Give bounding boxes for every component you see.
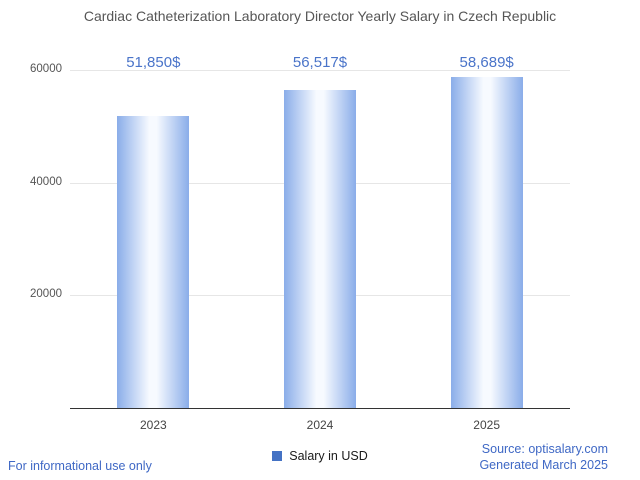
x-axis-label-2025: 2025 bbox=[473, 418, 500, 432]
generated-date: Generated March 2025 bbox=[479, 457, 608, 472]
disclaimer-text: For informational use only bbox=[8, 459, 152, 473]
source-block: Source: optisalary.com Generated March 2… bbox=[479, 441, 608, 474]
x-axis-label-2023: 2023 bbox=[139, 418, 167, 432]
legend-swatch bbox=[272, 451, 283, 461]
bar-2023 bbox=[117, 115, 190, 408]
x-axis-line bbox=[70, 408, 570, 409]
gridline-60000 bbox=[70, 70, 570, 71]
bar-2025 bbox=[450, 77, 523, 408]
chart-legend: Salary in USD bbox=[0, 449, 640, 463]
y-axis-tick-20000: 20000 bbox=[30, 288, 62, 301]
chart-title: Cardiac Catheterization Laboratory Direc… bbox=[83, 8, 557, 24]
bar-2024 bbox=[284, 89, 356, 408]
value-label-2023: 51,850$ bbox=[126, 54, 181, 71]
legend-label: Salary in USD bbox=[289, 449, 368, 463]
y-axis-tick-40000: 40000 bbox=[30, 175, 62, 188]
x-axis-label-2024: 2024 bbox=[306, 418, 334, 432]
source-link[interactable]: Source: optisalary.com bbox=[481, 441, 608, 456]
value-label-2025: 58,689$ bbox=[459, 54, 514, 71]
y-axis-tick-60000: 60000 bbox=[30, 63, 62, 75]
value-label-2024: 56,517$ bbox=[292, 54, 348, 71]
